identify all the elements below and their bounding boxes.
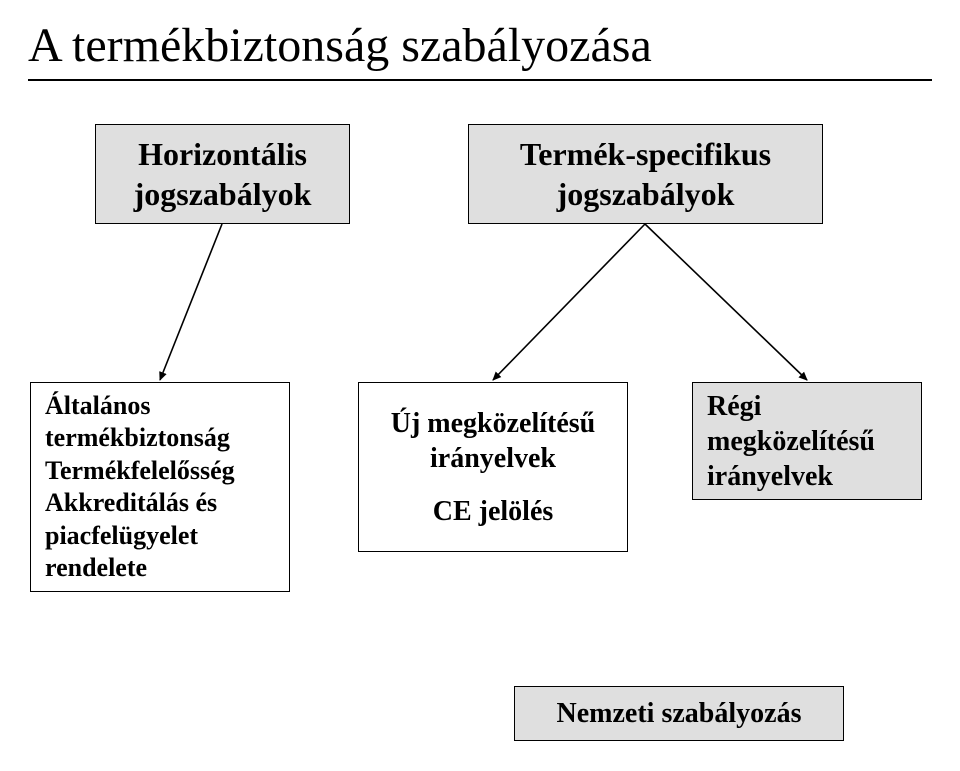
- title-underline: [28, 79, 932, 81]
- box-line: Általános: [45, 390, 150, 423]
- box-national-regulation: Nemzeti szabályozás: [514, 686, 844, 741]
- box-line: Nemzeti szabályozás: [557, 696, 802, 731]
- connector-line: [160, 224, 222, 380]
- box-line: Régi: [707, 389, 761, 424]
- box-line: Termékfelelősség: [45, 455, 235, 488]
- box-horizontal-laws: Horizontálisjogszabályok: [95, 124, 350, 224]
- box-line: jogszabályok: [134, 174, 312, 214]
- box-general-product-safety: ÁltalánostermékbiztonságTermékfelelősség…: [30, 382, 290, 592]
- box-line: jogszabályok: [557, 174, 735, 214]
- box-line: Akkreditálás és: [45, 487, 217, 520]
- box-new-approach-directives: Új megközelítésűirányelvek CE jelölés: [358, 382, 628, 552]
- box-line: Új megközelítésű: [391, 406, 596, 441]
- connector-line: [493, 224, 645, 380]
- box-line: irányelvek: [707, 459, 833, 494]
- box-line: termékbiztonság: [45, 422, 230, 455]
- box-product-specific-laws: Termék-specifikusjogszabályok: [468, 124, 823, 224]
- box-old-approach-directives: Régimegközelítésűirányelvek: [692, 382, 922, 500]
- box-line: irányelvek: [430, 441, 556, 476]
- box-line: Termék-specifikus: [520, 134, 771, 174]
- box-line: CE jelölés: [433, 494, 554, 529]
- box-line: piacfelügyelet: [45, 520, 198, 553]
- box-line: rendelete: [45, 552, 147, 585]
- page-title: A termékbiztonság szabályozása: [28, 18, 932, 73]
- box-line: Horizontális: [138, 134, 307, 174]
- connector-line: [645, 224, 807, 380]
- box-line: megközelítésű: [707, 424, 875, 459]
